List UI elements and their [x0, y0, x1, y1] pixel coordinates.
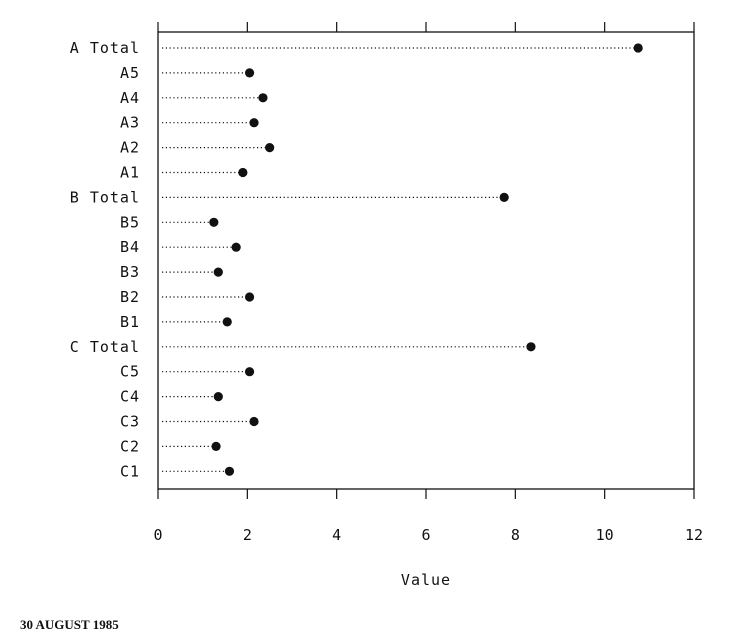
x-tick-label: 2 — [243, 526, 252, 544]
category-label: B Total — [70, 188, 140, 206]
data-point — [238, 167, 248, 178]
category-label: B5 — [120, 213, 140, 231]
data-point — [211, 441, 221, 451]
category-label: B3 — [120, 263, 140, 281]
category-label: C Total — [70, 338, 140, 356]
data-point — [213, 392, 223, 402]
data-point — [258, 93, 268, 103]
data-point — [633, 43, 643, 53]
x-tick-label: 10 — [596, 526, 614, 544]
data-point — [499, 192, 509, 202]
data-point — [244, 292, 255, 302]
category-label: B2 — [120, 288, 140, 306]
data-point — [209, 217, 219, 227]
x-tick-label: 12 — [685, 526, 703, 544]
category-label: A1 — [120, 164, 140, 182]
category-label: A Total — [70, 39, 140, 57]
data-point — [244, 367, 255, 377]
category-label: C2 — [120, 437, 140, 455]
category-label: A3 — [120, 114, 140, 132]
data-point — [249, 118, 259, 128]
data-point — [213, 267, 223, 277]
category-label: C4 — [120, 388, 140, 406]
chart-rows: A Total A5 A4 A3 A2 A1 B Total B5 B4 B3 B2 B1 C Tota… — [70, 39, 643, 480]
x-tick-label: 8 — [511, 526, 520, 544]
page-footer-date: 30 AUGUST 1985 — [20, 617, 119, 632]
x-tick-label: 4 — [332, 526, 341, 544]
data-point — [224, 466, 235, 476]
data-point — [231, 242, 241, 252]
data-point — [249, 416, 259, 427]
x-tick-label: 6 — [421, 526, 430, 544]
x-axis: 0 2 4 6 8 10 12 — [153, 22, 703, 544]
dot-chart: A Total A5 A4 A3 A2 A1 B Total B5 B4 B3 B2 B1 C Tota… — [70, 22, 703, 589]
category-label: C3 — [120, 413, 140, 431]
category-label: B4 — [120, 238, 140, 256]
plot-frame — [157, 31, 695, 490]
category-label: A4 — [120, 89, 140, 107]
category-label: C1 — [120, 462, 140, 480]
x-tick-label: 0 — [153, 526, 162, 544]
category-label: B1 — [120, 313, 140, 331]
category-label: A5 — [120, 64, 140, 82]
data-point — [244, 68, 255, 78]
x-axis-title: Value — [401, 571, 451, 589]
data-point — [222, 317, 232, 327]
data-point — [265, 143, 275, 153]
data-point — [526, 342, 536, 352]
category-label: C5 — [120, 363, 140, 381]
category-label: A2 — [120, 139, 140, 157]
